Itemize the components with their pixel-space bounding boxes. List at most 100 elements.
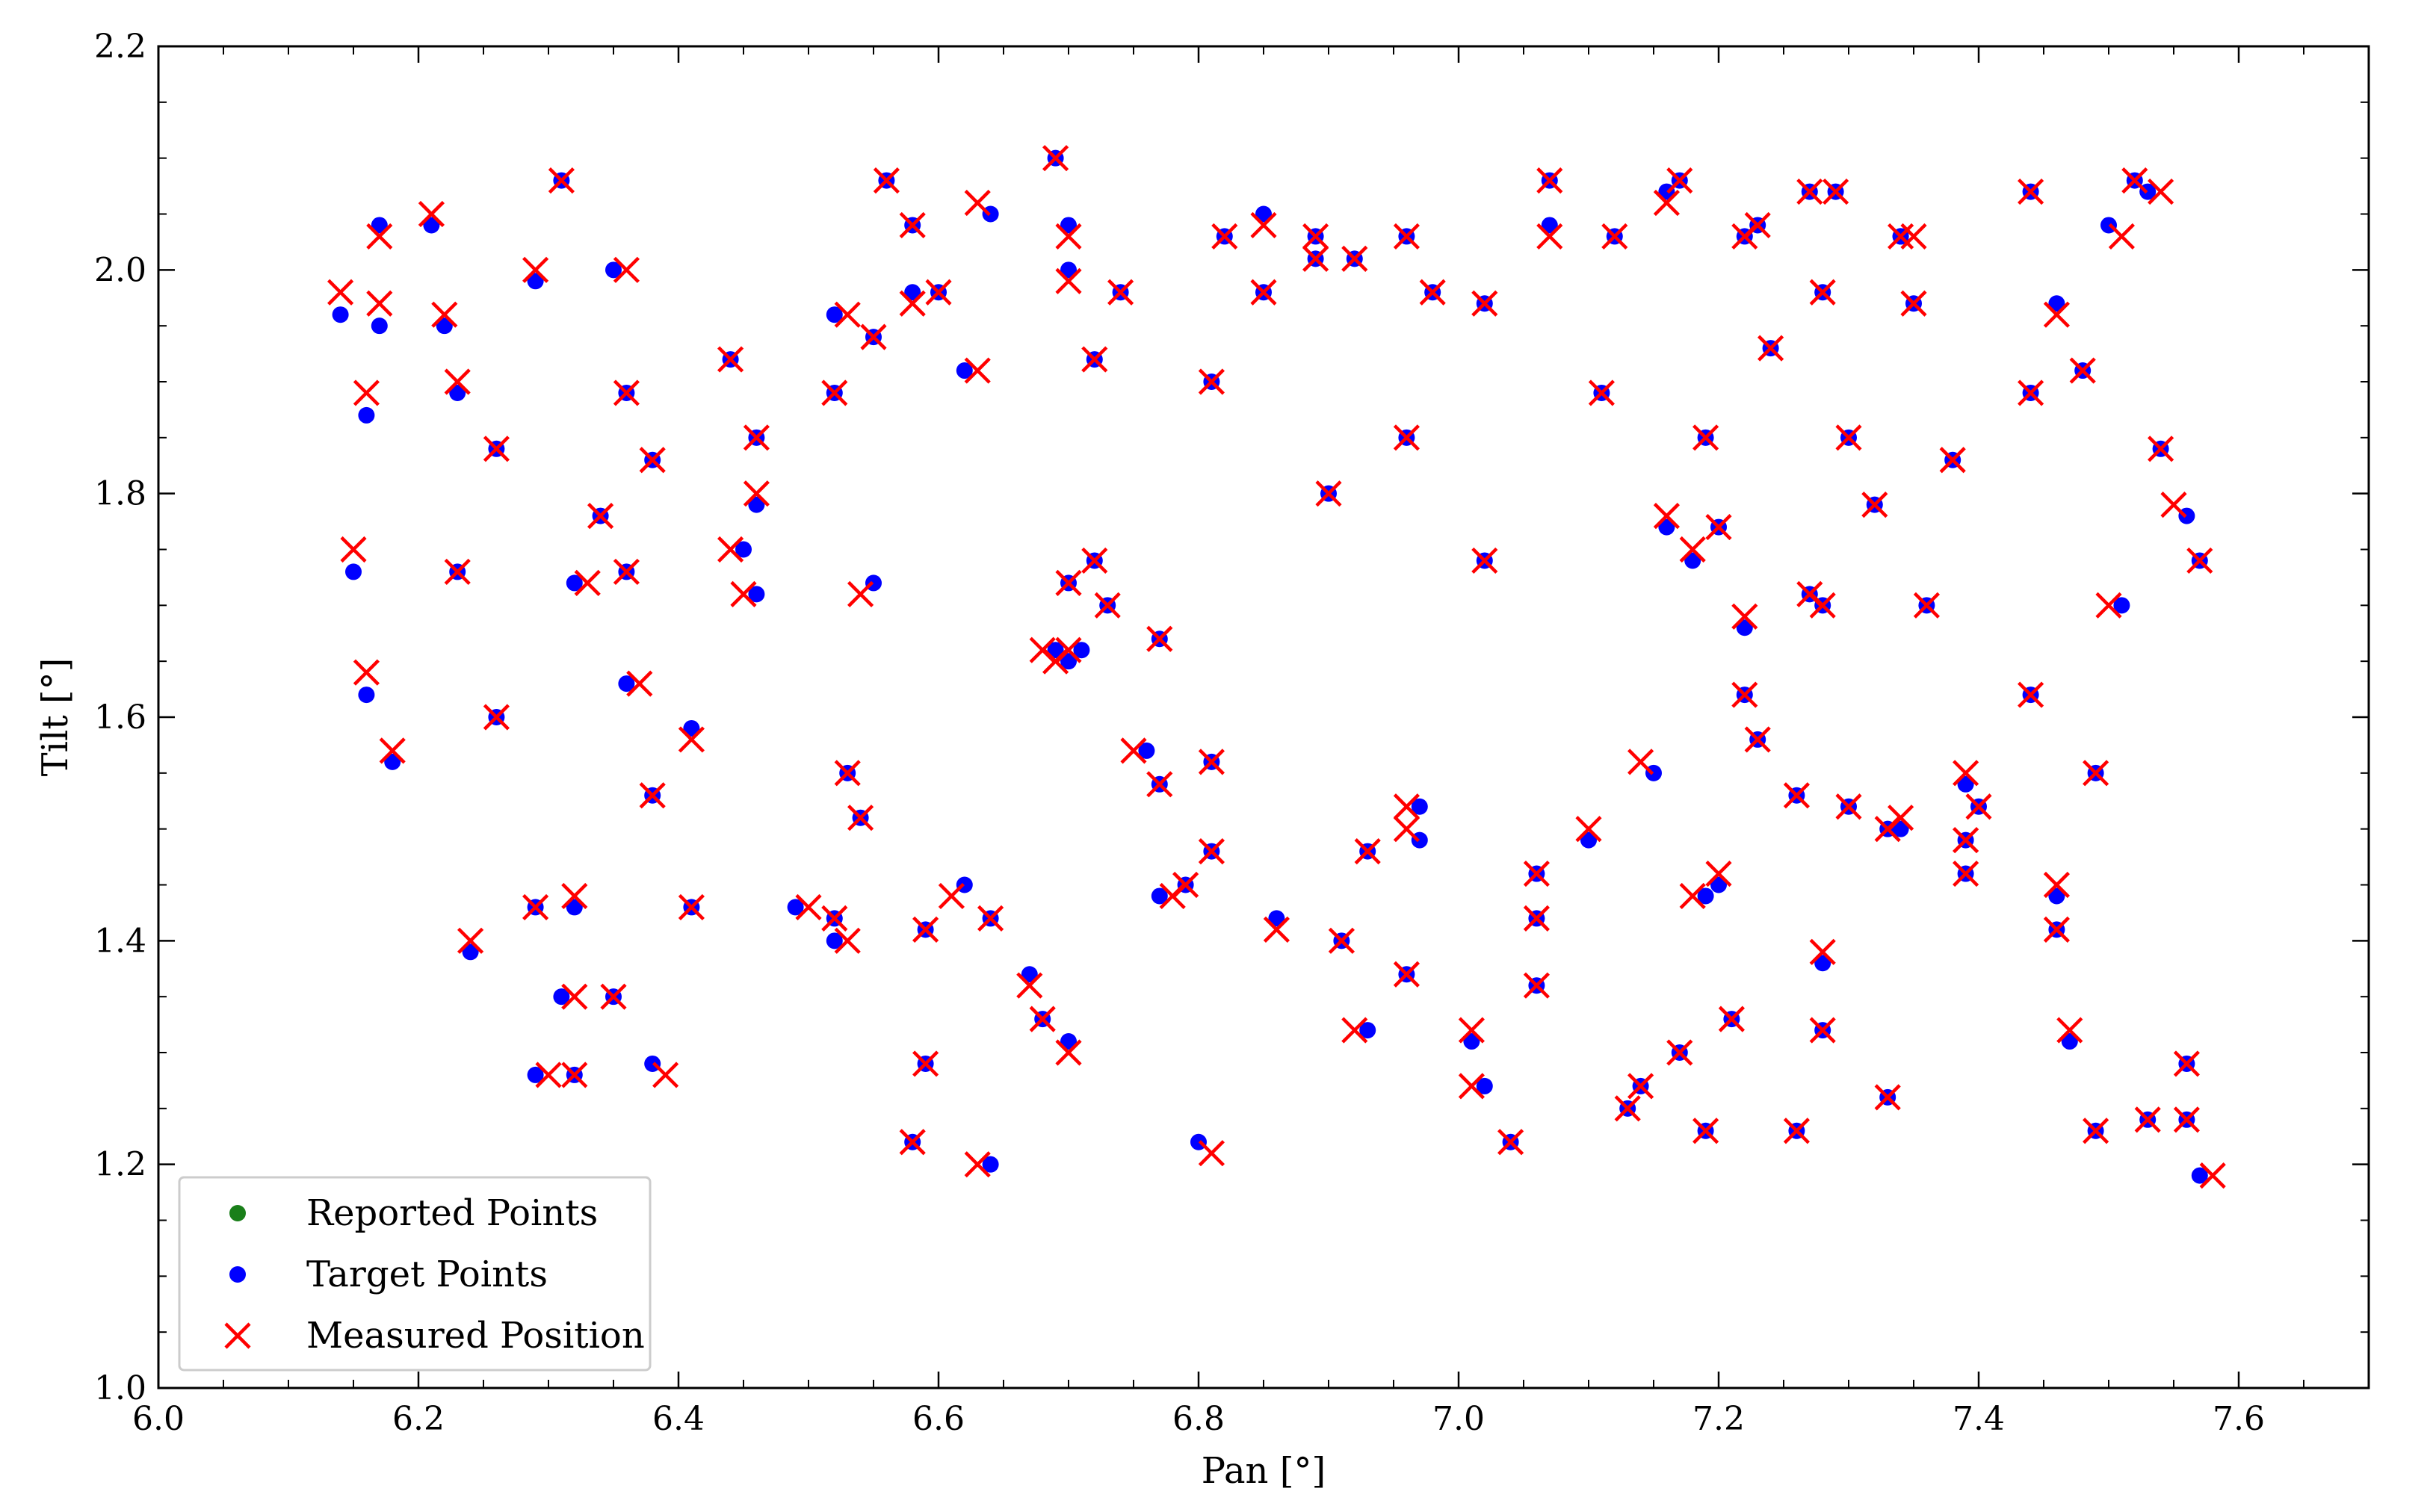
measured-position-marker xyxy=(912,1050,939,1077)
measured-position-marker xyxy=(1575,816,1602,843)
x-tick-label: 6.0 xyxy=(132,1400,185,1438)
x-tick-label: 7.2 xyxy=(1692,1400,1745,1438)
measured-position-marker xyxy=(977,905,1004,932)
measured-position-marker xyxy=(964,357,991,384)
target-point-marker xyxy=(1697,887,1714,905)
target-point-marker xyxy=(2061,1033,2078,1050)
measured-position-marker xyxy=(2043,916,2070,943)
measured-position-marker xyxy=(1900,223,1927,250)
measured-position-marker xyxy=(561,1062,588,1088)
measured-position-marker xyxy=(1302,223,1329,250)
target-point-marker xyxy=(1359,1022,1376,1039)
measured-position-marker xyxy=(1965,793,1992,820)
measured-position-marker xyxy=(1666,167,1693,194)
measured-position-marker xyxy=(1302,245,1329,272)
y-tick-label: 1.2 xyxy=(94,1146,146,1184)
target-point-marker xyxy=(371,217,388,234)
measured-position-marker xyxy=(1809,279,1836,306)
measured-position-marker xyxy=(1393,424,1420,451)
measured-position-marker xyxy=(379,737,406,764)
target-point-marker xyxy=(2113,597,2130,614)
target-point-marker xyxy=(1060,1033,1077,1050)
target-point-marker xyxy=(449,384,466,401)
measured-position-marker xyxy=(1744,211,1771,239)
measured-position-marker xyxy=(639,447,666,474)
target-point-marker xyxy=(527,1066,544,1083)
measured-position-marker xyxy=(1705,860,1732,887)
target-point-marker xyxy=(1476,1077,1493,1094)
measured-position-marker xyxy=(1315,480,1342,507)
measured-position-marker xyxy=(431,301,458,328)
measured-position-marker xyxy=(1809,938,1836,965)
measured-position-marker xyxy=(353,659,380,686)
measured-position-marker xyxy=(1341,245,1368,272)
measured-position-marker xyxy=(353,379,380,406)
measured-position-marker xyxy=(1783,782,1810,809)
measured-position-marker xyxy=(2160,492,2187,518)
measured-position-marker xyxy=(340,536,367,563)
legend-label: Measured Position xyxy=(306,1315,645,1357)
target-point-marker xyxy=(332,306,349,323)
measured-position-marker xyxy=(548,167,575,194)
measured-position-marker xyxy=(834,760,861,787)
measured-position-marker xyxy=(483,704,510,731)
measured-position-marker xyxy=(1939,447,1966,474)
measured-position-marker xyxy=(899,211,926,239)
measured-position-marker xyxy=(1471,547,1498,574)
measured-position-marker xyxy=(2018,681,2044,708)
measured-position-marker xyxy=(1211,223,1238,250)
target-point-marker xyxy=(1736,619,1753,636)
measured-position-marker xyxy=(1055,223,1082,250)
target-point-marker xyxy=(1021,966,1038,983)
target-point-marker xyxy=(1658,518,1675,536)
x-tick-label: 6.2 xyxy=(392,1400,445,1438)
target-point-marker xyxy=(1268,910,1285,927)
measured-position-marker xyxy=(1055,1039,1082,1066)
measured-position-marker xyxy=(847,805,874,831)
measured-position-marker xyxy=(821,379,848,406)
measured-position-marker xyxy=(444,368,471,395)
measured-position-marker xyxy=(1731,681,1758,708)
target-point-marker xyxy=(358,687,375,704)
measured-position-marker xyxy=(899,290,926,317)
measured-position-marker xyxy=(1146,625,1173,652)
legend: Reported Points Target Points Measured Pos… xyxy=(178,1176,652,1372)
y-tick-label: 1.0 xyxy=(94,1369,146,1407)
measured-position-marker xyxy=(2069,357,2096,384)
target-point-marker xyxy=(358,406,375,424)
measured-position-marker xyxy=(613,256,640,283)
measured-position-marker xyxy=(1718,1006,1745,1032)
measured-position-marker xyxy=(873,167,900,194)
target-point-marker xyxy=(2191,1167,2208,1184)
target-point-marker xyxy=(748,496,765,513)
measured-position-marker xyxy=(1627,749,1654,775)
x-tick-label: 7.4 xyxy=(1953,1400,2005,1438)
target-point-marker xyxy=(384,753,401,770)
target-point-marker xyxy=(423,217,440,234)
target-point-marker xyxy=(1060,653,1077,670)
target-point-marker xyxy=(1060,261,1077,279)
measured-position-marker xyxy=(1536,223,1563,250)
measured-position-marker xyxy=(795,893,822,921)
measured-position-marker xyxy=(2186,547,2213,574)
measured-position-marker xyxy=(2148,436,2174,462)
measured-position-marker xyxy=(1107,279,1134,306)
y-tick-label: 1.6 xyxy=(94,698,146,737)
measured-position-marker xyxy=(1757,335,1784,362)
measured-position-marker xyxy=(1653,189,1680,217)
measured-position-marker xyxy=(1055,267,1082,294)
measured-position-marker xyxy=(1953,860,1979,887)
measured-position-marker xyxy=(1835,793,1862,820)
target-point-marker xyxy=(1957,775,1974,793)
measured-position-marker xyxy=(1198,368,1225,395)
legend-label: Target Points xyxy=(306,1254,548,1295)
measured-position-marker xyxy=(678,726,705,753)
target-point-marker xyxy=(1463,1033,1480,1050)
measured-position-marker xyxy=(1341,1017,1368,1044)
target-point-marker xyxy=(2048,295,2065,312)
target-point-marker xyxy=(1047,642,1064,659)
measured-position-marker xyxy=(522,256,549,283)
measured-position-marker xyxy=(1458,1017,1485,1044)
target-point-marker xyxy=(1060,217,1077,234)
